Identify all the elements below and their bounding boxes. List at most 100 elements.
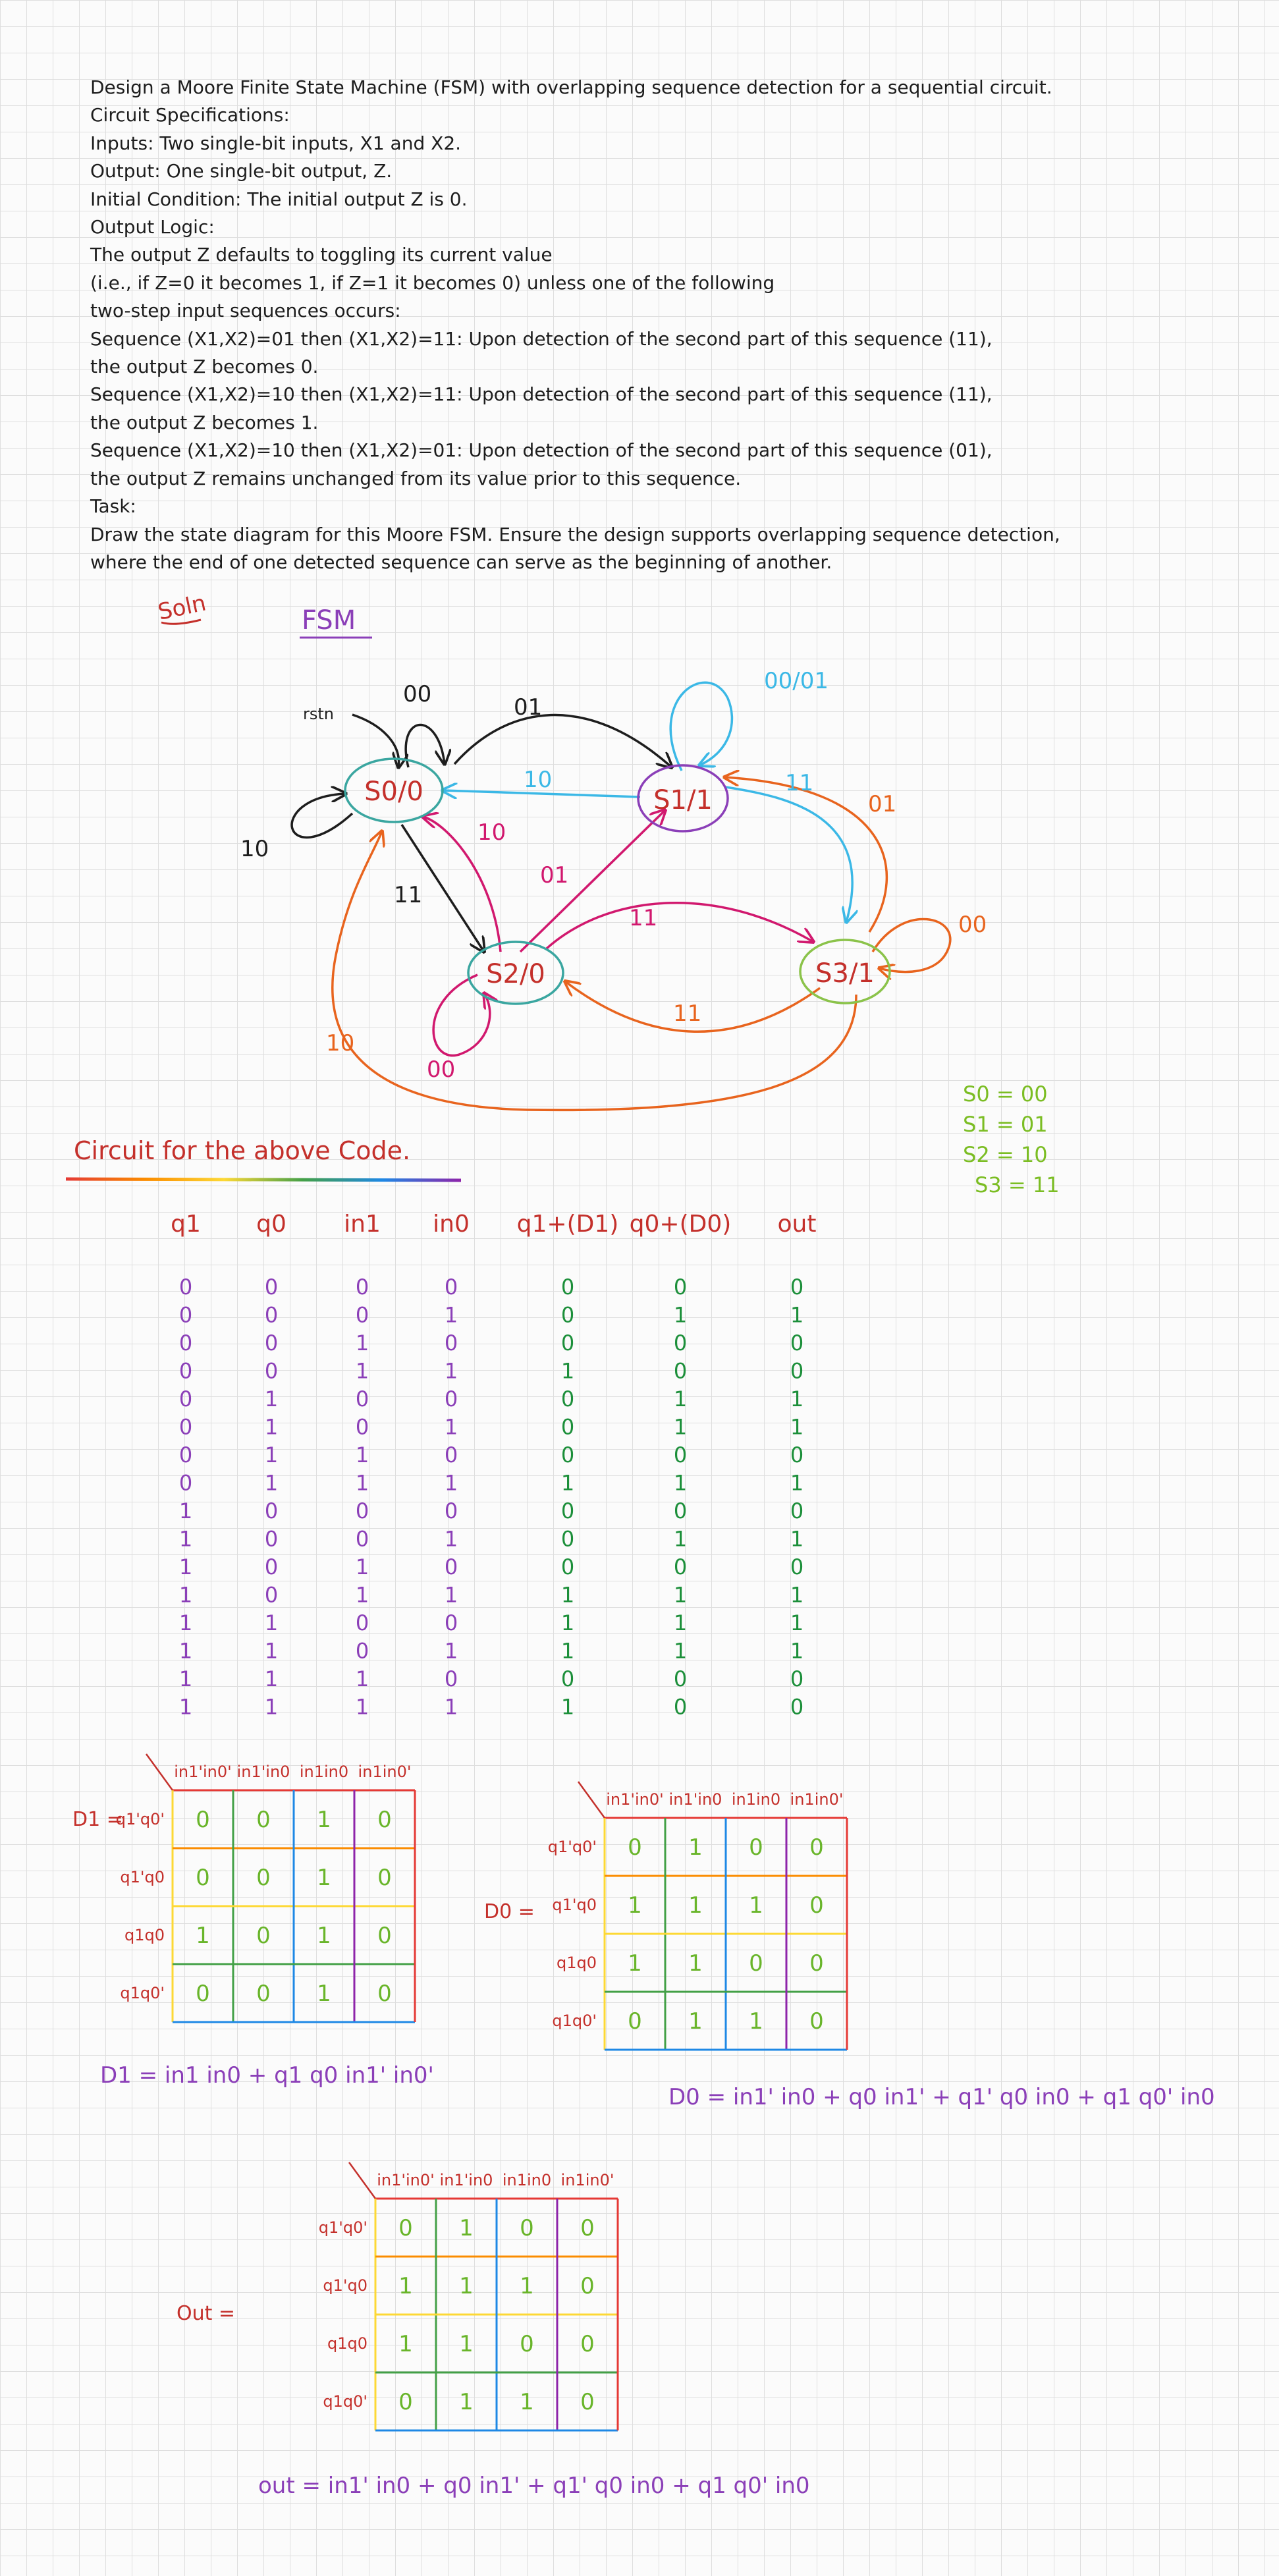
truth-table-cell: 1: [790, 1639, 803, 1664]
truth-table-cell: 0: [674, 1666, 687, 1691]
problem-line: Circuit Specifications:: [90, 104, 290, 126]
kmap-cell: 0: [749, 1950, 763, 1977]
truth-table-cell: 1: [674, 1471, 687, 1496]
edge-labels: rstn 00 10 01 10 00/01 11 01 11 10 01 11…: [240, 668, 987, 1083]
truth-table-cell: 0: [790, 1442, 803, 1467]
truth-table-cell: 0: [265, 1274, 278, 1300]
truth-table-cell: 1: [179, 1610, 192, 1635]
encoding-line: S0 = 00: [963, 1082, 1048, 1107]
truth-table-cell: 0: [445, 1666, 458, 1691]
kmap-cell: 0: [580, 2273, 595, 2299]
problem-line: Design a Moore Finite State Machine (FSM…: [90, 76, 1052, 98]
state-s1: S1/1: [637, 764, 729, 833]
truth-table-cell: 1: [356, 1583, 369, 1608]
truth-table-cell: 0: [561, 1415, 574, 1440]
kmap-cell: 0: [196, 1865, 210, 1891]
truth-table-header: in1: [344, 1211, 381, 1238]
kmap-col-header: in1in0: [300, 1763, 348, 1781]
kmap-cell: 1: [398, 2331, 413, 2357]
kmap-equation: D0 = in1' in0 + q0 in1' + q1' q0 in0 + q…: [668, 2084, 1215, 2110]
kmap-cell: 1: [688, 2008, 703, 2035]
truth-table-cell: 1: [674, 1386, 687, 1411]
kmap-cell: 1: [459, 2331, 474, 2357]
kmap-cell: 1: [520, 2389, 534, 2415]
edge-label: 10: [240, 836, 269, 862]
truth-table-cell: 0: [445, 1498, 458, 1523]
truth-table-cell: 1: [445, 1695, 458, 1720]
edge-label: 10: [326, 1030, 354, 1056]
kmap-cell: 0: [377, 1981, 392, 2007]
truth-table-cell: 1: [674, 1610, 687, 1635]
kmap-label: D1 =: [72, 1808, 123, 1831]
edge-label: 00/01: [764, 668, 829, 694]
problem-line: the output Z becomes 0.: [90, 356, 319, 378]
problem-line: Output Logic:: [90, 216, 215, 238]
kmap-row-header: q1'q0': [548, 1838, 597, 1856]
state-s3-label: S3/1: [815, 958, 875, 989]
truth-table-cell: 0: [790, 1274, 803, 1300]
truth-table-cell: 0: [445, 1554, 458, 1579]
problem-line: Draw the state diagram for this Moore FS…: [90, 523, 1060, 545]
edge-label: 11: [394, 882, 422, 908]
truth-table-cell: 1: [790, 1471, 803, 1496]
state-encoding: S0 = 00 S1 = 01 S2 = 10 S3 = 11: [963, 1082, 1060, 1197]
truth-table-cell: 1: [445, 1583, 458, 1608]
kmap-col-header: in1'in0: [237, 1763, 290, 1781]
truth-table-cell: 0: [790, 1666, 803, 1691]
truth-table-cell: 1: [445, 1415, 458, 1440]
truth-table-cell: 1: [356, 1695, 369, 1720]
kmap-cell: 1: [317, 1807, 331, 1833]
problem-line: Inputs: Two single-bit inputs, X1 and X2…: [90, 132, 462, 154]
kmap-cell: 0: [580, 2215, 595, 2241]
truth-table-cell: 1: [790, 1415, 803, 1440]
kmap-cell: 1: [520, 2273, 534, 2299]
kmap-cell: 0: [398, 2215, 413, 2241]
problem-line: The output Z defaults to toggling its cu…: [90, 244, 553, 266]
truth-table-cell: 0: [561, 1303, 574, 1328]
circuit-title: Circuit for the above Code.: [74, 1136, 410, 1165]
truth-table-cell: 1: [561, 1695, 574, 1720]
truth-table-cell: 0: [265, 1583, 278, 1608]
edge-label: 01: [540, 862, 568, 889]
edge-label: 10: [477, 819, 506, 846]
kmap-col-header: in1in0': [358, 1763, 412, 1781]
kmap-row-header: q1q0: [124, 1926, 165, 1944]
truth-table-header: q0+(D0): [630, 1211, 732, 1238]
kmap-cell: 1: [459, 2215, 474, 2241]
truth-table-cell: 0: [265, 1359, 278, 1384]
truth-table-cell: 0: [674, 1695, 687, 1720]
truth-table-cell: 1: [561, 1359, 574, 1384]
truth-table-cell: 1: [179, 1554, 192, 1579]
edge-label: 00: [958, 912, 987, 938]
truth-table-cell: 0: [356, 1498, 369, 1523]
truth-table-cell: 1: [445, 1527, 458, 1552]
problem-line: (i.e., if Z=0 it becomes 1, if Z=1 it be…: [90, 271, 775, 294]
truth-table-cell: 0: [179, 1330, 192, 1356]
truth-table-cell: 0: [356, 1639, 369, 1664]
problem-line: Task:: [90, 495, 136, 518]
edge-label: 11: [629, 905, 657, 931]
truth-table-header: q0: [256, 1211, 286, 1238]
encoding-line: S1 = 01: [963, 1112, 1048, 1137]
truth-table-cell: 0: [790, 1359, 803, 1384]
problem-line: the output Z becomes 1.: [90, 411, 319, 433]
kmap-col-header: in1in0: [503, 2171, 551, 2189]
kmap-cell: 1: [688, 1892, 703, 1919]
truth-table-cell: 1: [445, 1359, 458, 1384]
truth-table-cell: 0: [179, 1471, 192, 1496]
kmap-col-header: in1'in0': [606, 1790, 664, 1809]
kmap-cell: 0: [580, 2331, 595, 2357]
state-s2: S2/0: [467, 941, 564, 1005]
kmap-3: in1'in0' in1'in0 in1in0 in1in0' q1'q0' q1'q0 q…: [177, 2162, 810, 2499]
kmap-col-header: in1'in0: [440, 2171, 493, 2189]
encoding-line: S3 = 11: [975, 1172, 1060, 1197]
kmap-cell: 0: [256, 1981, 271, 2007]
truth-table-cell: 0: [179, 1274, 192, 1300]
truth-table-cell: 0: [561, 1666, 574, 1691]
truth-table-cell: 1: [265, 1695, 278, 1720]
kmap-cell: 0: [628, 2008, 642, 2035]
truth-table-cell: 0: [445, 1330, 458, 1356]
truth-table-cell: 1: [561, 1639, 574, 1664]
